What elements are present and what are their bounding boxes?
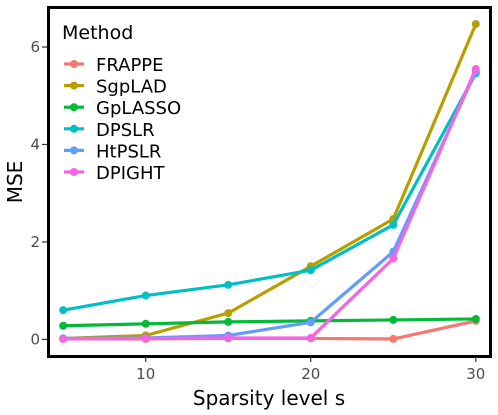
series-layer <box>59 20 480 343</box>
plot-panel-border <box>47 6 492 358</box>
legend-key-point <box>70 81 78 90</box>
y-tick-label: 4 <box>30 135 40 153</box>
legend-label: GpLASSO <box>96 98 181 119</box>
data-point <box>141 319 150 328</box>
legend-title: Method <box>62 22 133 44</box>
legend: Method FRAPPESgpLADGpLASSODPSLRHtPSLRDPI… <box>62 22 181 184</box>
data-point <box>141 291 150 300</box>
series-line <box>63 317 476 328</box>
data-point <box>59 321 68 330</box>
legend-item: DPIGHT <box>64 163 166 184</box>
data-point <box>306 333 315 342</box>
series-line <box>62 72 478 312</box>
data-point <box>389 334 398 343</box>
legend-label: DPIGHT <box>96 163 166 184</box>
series-dpslr <box>59 69 480 315</box>
x-axis-title: Sparsity level s <box>193 386 345 410</box>
data-point <box>389 315 398 324</box>
data-point <box>224 280 233 289</box>
data-point <box>471 314 480 323</box>
series-line <box>63 68 478 341</box>
y-axis-title: MSE <box>3 161 27 204</box>
data-point <box>306 266 315 275</box>
legend-label: SgpLAD <box>96 77 167 98</box>
legend-key-point <box>70 60 78 68</box>
legend-key-point <box>70 103 78 112</box>
legend-label: HtPSLR <box>96 141 161 162</box>
legend-key-point <box>70 124 78 133</box>
legend-item: FRAPPE <box>64 55 164 76</box>
x-tick-label: 10 <box>136 365 155 383</box>
y-tick-label: 0 <box>30 330 40 348</box>
data-point <box>141 334 150 343</box>
axis-layer: 10 20 30 0 2 4 6 <box>30 38 485 383</box>
data-point <box>59 306 68 315</box>
data-point <box>471 20 480 29</box>
x-tick-label: 30 <box>466 365 485 383</box>
legend-key-point <box>70 168 78 176</box>
legend-label: FRAPPE <box>96 55 164 76</box>
data-point <box>224 333 233 342</box>
data-point <box>224 317 233 326</box>
legend-item: HtPSLR <box>64 141 161 162</box>
data-point <box>389 254 398 263</box>
legend-key-point <box>70 146 78 155</box>
y-tick-label: 6 <box>30 38 40 56</box>
x-tick-label: 20 <box>301 365 320 383</box>
y-tick-label: 2 <box>30 233 40 251</box>
data-point <box>389 220 398 229</box>
series-dpight <box>59 64 480 343</box>
data-point <box>306 318 315 327</box>
data-point <box>59 334 68 343</box>
legend-item: SgpLAD <box>64 77 167 98</box>
data-point <box>471 64 480 73</box>
legend-label: DPSLR <box>96 120 155 141</box>
legend-item: GpLASSO <box>64 98 181 119</box>
legend-item: DPSLR <box>64 120 155 141</box>
series-line <box>63 23 478 341</box>
data-point <box>224 309 233 318</box>
